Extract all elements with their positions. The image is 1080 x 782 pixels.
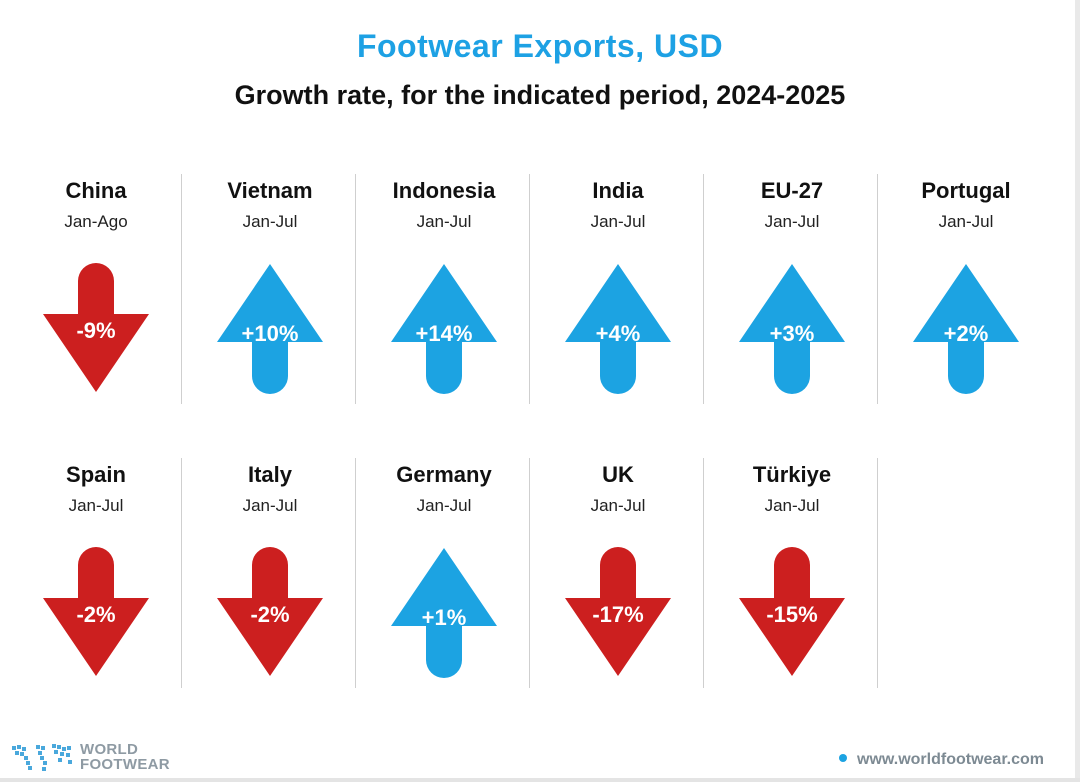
- country-name: Germany: [396, 462, 492, 487]
- country-name: UK: [602, 462, 634, 487]
- arrow-up-icon: [217, 264, 323, 394]
- country-name: Indonesia: [392, 178, 496, 203]
- logo-line-2: FOOTWEAR: [80, 756, 170, 773]
- arrow-up-icon: [565, 264, 671, 394]
- bullet-dot-icon: [839, 753, 848, 762]
- growth-value-label: -2%: [250, 602, 290, 627]
- country-name: Vietnam: [227, 178, 313, 203]
- period-label: Jan-Jul: [590, 496, 646, 515]
- arrow-shape: [43, 547, 149, 676]
- country-cell: Vietnam Jan-Jul +10%: [183, 178, 357, 428]
- website-url: www.worldfootwear.com: [857, 751, 1044, 768]
- column-divider: [181, 174, 182, 404]
- country-name: India: [592, 178, 644, 203]
- country-cell: Indonesia Jan-Jul +14%: [357, 178, 531, 428]
- arrow-down-icon: [565, 547, 671, 676]
- arrow-shape: [217, 264, 323, 394]
- country-name: Portugal: [921, 178, 1011, 203]
- period-label: Jan-Jul: [590, 212, 646, 231]
- country-cell: Spain Jan-Jul -2%: [9, 462, 183, 712]
- arrow-down-icon: [43, 547, 149, 676]
- growth-value-label: -17%: [592, 602, 644, 627]
- column-divider: [703, 174, 704, 404]
- growth-value-label: +4%: [595, 321, 641, 346]
- growth-value-label: -9%: [76, 318, 116, 343]
- arrow-shape: [565, 547, 671, 676]
- period-label: Jan-Jul: [242, 496, 298, 515]
- column-divider: [355, 174, 356, 404]
- growth-value-label: -15%: [766, 602, 818, 627]
- arrow-shape: [391, 548, 497, 678]
- chart-subtitle: Growth rate, for the indicated period, 2…: [234, 80, 846, 110]
- arrow-up-icon: [391, 264, 497, 394]
- period-label: Jan-Jul: [416, 496, 472, 515]
- arrow-shape: [217, 547, 323, 676]
- country-cell: Portugal Jan-Jul +2%: [879, 178, 1053, 428]
- country-cell: Germany Jan-Jul +1%: [357, 462, 531, 712]
- top-band: [0, 0, 1080, 24]
- logo-line-1: WORLD: [80, 741, 139, 758]
- country-name: EU-27: [760, 178, 824, 203]
- column-divider: [877, 458, 878, 688]
- column-divider: [703, 458, 704, 688]
- arrow-up-icon: [913, 264, 1019, 394]
- country-cell: EU-27 Jan-Jul +3%: [705, 178, 879, 428]
- column-divider: [355, 458, 356, 688]
- growth-value-label: -2%: [76, 602, 116, 627]
- period-label: Jan-Ago: [64, 212, 128, 231]
- period-label: Jan-Jul: [416, 212, 472, 231]
- arrow-shape: [391, 264, 497, 394]
- arrow-shape: [913, 264, 1019, 394]
- arrow-shape: [739, 547, 845, 676]
- period-label: Jan-Jul: [242, 212, 298, 231]
- country-cell: Türkiye Jan-Jul -15%: [705, 462, 879, 712]
- arrow-up-icon: [739, 264, 845, 394]
- arrow-up-icon: [391, 548, 497, 678]
- column-divider: [529, 458, 530, 688]
- country-cell: China Jan-Ago -9%: [9, 178, 183, 428]
- period-label: Jan-Jul: [764, 496, 820, 515]
- country-name: Türkiye: [752, 462, 832, 487]
- country-name: Italy: [247, 462, 293, 487]
- growth-value-label: +1%: [421, 605, 467, 630]
- period-label: Jan-Jul: [68, 496, 124, 515]
- period-label: Jan-Jul: [764, 212, 820, 231]
- right-edge: [1075, 0, 1080, 782]
- country-name: China: [65, 178, 127, 203]
- arrow-down-icon: [217, 547, 323, 676]
- country-cell: India Jan-Jul +4%: [531, 178, 705, 428]
- arrow-shape: [43, 263, 149, 392]
- arrow-down-icon: [739, 547, 845, 676]
- chart-title: Footwear Exports, USD: [356, 28, 724, 64]
- country-cell: Italy Jan-Jul -2%: [183, 462, 357, 712]
- bottom-edge: [0, 778, 1080, 782]
- world-footwear-logo-icon: [12, 744, 72, 771]
- logo-text: WORLD FOOTWEAR: [80, 742, 170, 772]
- country-name: Spain: [66, 462, 126, 487]
- growth-value-label: +10%: [241, 321, 299, 346]
- growth-value-label: +2%: [943, 321, 989, 346]
- column-divider: [181, 458, 182, 688]
- arrow-shape: [565, 264, 671, 394]
- growth-value-label: +14%: [415, 321, 473, 346]
- arrow-down-icon: [43, 263, 149, 392]
- column-divider: [529, 174, 530, 404]
- website-link[interactable]: www.worldfootwear.com: [839, 751, 1044, 769]
- period-label: Jan-Jul: [938, 212, 994, 231]
- country-cell: UK Jan-Jul -17%: [531, 462, 705, 712]
- growth-value-label: +3%: [769, 321, 815, 346]
- arrow-shape: [739, 264, 845, 394]
- column-divider: [877, 174, 878, 404]
